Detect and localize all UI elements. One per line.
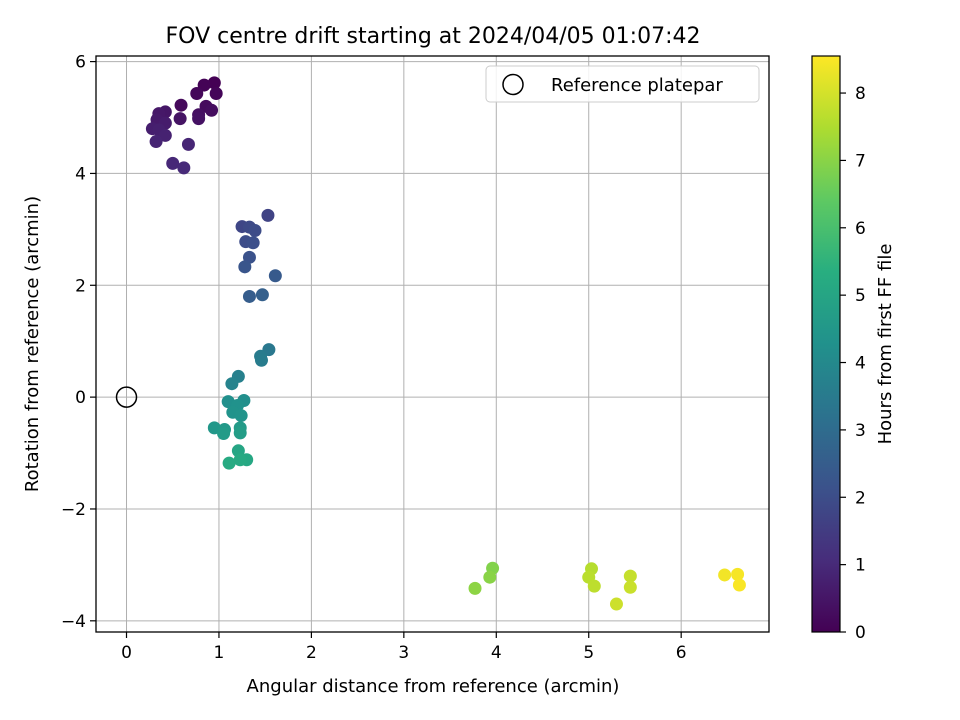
y-tick-label: 0 [75,388,86,408]
y-tick-label: 2 [75,276,86,296]
data-point [173,112,187,126]
data-point [207,76,221,90]
colorbar: 0 1 2 3 4 5 6 7 8 Hours from first FF file [811,55,896,643]
y-tick-label: −2 [61,500,86,520]
data-point [261,208,275,222]
data-point [609,597,623,611]
data-point [197,78,211,92]
data-point [623,569,637,583]
legend-box [485,65,760,103]
x-tick-label: 4 [491,643,502,663]
x-tick-label: 0 [121,643,132,663]
data-point [731,567,745,581]
data-point [254,353,268,367]
colorbar-tick-label: 2 [855,488,866,508]
plot-frame [95,55,770,633]
x-tick-label: 6 [676,643,687,663]
data-point [718,568,732,582]
data-point [209,86,223,100]
colorbar-tick-label: 3 [855,421,866,441]
x-tick-label: 1 [214,643,225,663]
data-point [192,112,206,126]
data-point [225,377,239,391]
colorbar-gradient [811,55,841,633]
colorbar-tick-label: 6 [855,219,866,239]
y-tick-label: 6 [75,53,86,73]
x-tick-label: 2 [306,643,317,663]
data-point [174,98,188,112]
colorbar-label: Hours from first FF file [875,244,896,445]
data-point [149,135,163,149]
data-point [248,223,262,237]
legend-label: Reference platepar [551,75,723,96]
data-point [587,579,601,593]
data-point [483,570,497,584]
y-axis-label: Rotation from reference (arcmin) [22,196,43,492]
x-axis-ticks: 0 1 2 3 4 5 6 [121,632,687,663]
colorbar-tick-label: 1 [855,556,866,576]
x-tick-label: 3 [398,643,409,663]
chart-title: FOV centre drift starting at 2024/04/05 … [166,24,701,49]
y-tick-label: 4 [75,164,86,184]
colorbar-tick-label: 8 [855,84,866,104]
colorbar-tick-label: 5 [855,286,866,306]
y-axis-ticks: −4 −2 0 2 4 6 [61,53,96,632]
data-point [468,581,482,595]
colorbar-ticks: 0 1 2 3 4 5 6 7 8 [840,84,866,643]
data-point [255,288,269,302]
data-point [238,260,252,274]
data-point [158,128,172,142]
data-point [190,86,204,100]
data-point [268,269,282,283]
data-point [177,161,191,175]
colorbar-tick-label: 4 [855,354,866,374]
data-point [246,236,260,250]
data-point [234,409,248,423]
data-point [233,426,247,440]
data-point [205,103,219,117]
data-point [623,580,637,594]
colorbar-tick-label: 7 [855,151,866,171]
y-tick-label: −4 [61,612,86,632]
reference-platepar-marker [115,386,138,408]
x-axis-label: Angular distance from reference (arcmin) [247,676,620,697]
data-point [242,289,256,303]
grid-lines [96,56,769,632]
data-point [217,426,231,440]
data-point [222,456,236,470]
data-points [145,76,746,611]
colorbar-tick-label: 0 [855,623,866,643]
data-point [732,578,746,592]
x-tick-label: 5 [583,643,594,663]
legend: Reference platepar [485,65,760,103]
data-point [166,156,180,170]
legend-marker-icon [502,73,524,96]
data-point [233,453,247,467]
data-point [181,137,195,151]
reference-marker [115,386,138,408]
